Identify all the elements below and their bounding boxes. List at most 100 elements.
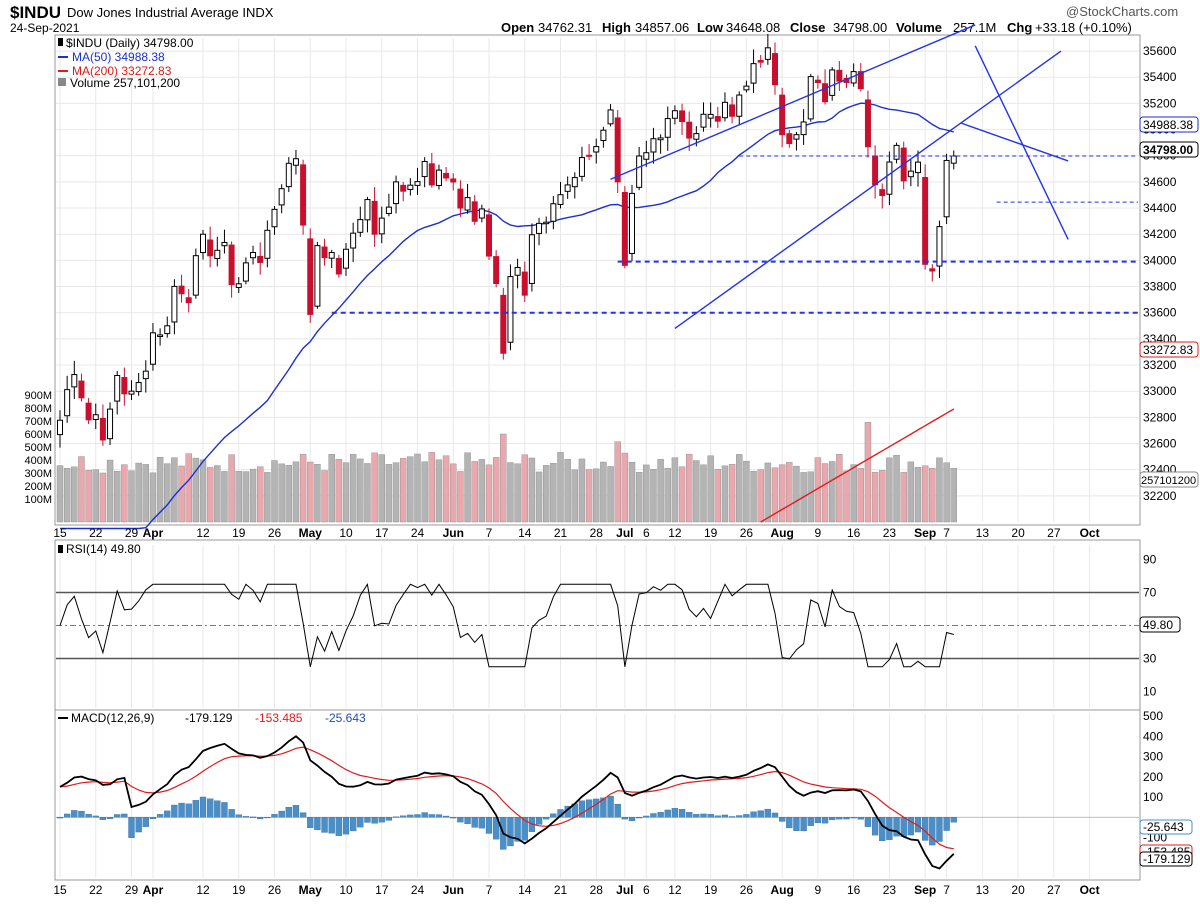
macd-histogram-bar — [307, 817, 314, 828]
date-tick-label: 19 — [232, 526, 246, 540]
candle-body — [149, 332, 156, 365]
volume-bar — [757, 469, 764, 523]
ma200-tag-text: 33272.83 — [1143, 343, 1193, 357]
macd-histogram-bar — [364, 817, 371, 823]
volume-bar — [242, 471, 250, 523]
volume-bar — [149, 472, 157, 523]
date-tick-label-bottom: 19 — [704, 883, 718, 897]
date-tick-label-bottom: Oct — [1080, 883, 1100, 897]
volume-bar — [564, 459, 571, 523]
candle-body — [493, 256, 500, 285]
volume-bar — [435, 459, 443, 523]
volume-tick-label: 400M — [24, 455, 52, 467]
candle-body — [385, 206, 392, 214]
date-tick-label: 14 — [518, 526, 532, 540]
macd-histogram-bar — [728, 816, 736, 818]
candle-body — [779, 94, 786, 136]
macd-histogram-bar — [278, 810, 285, 818]
volume-bar — [571, 469, 578, 523]
macd-histogram-bar — [578, 800, 586, 818]
macd-legend: MACD(12,26,9) -179.129 -153.485 -25.643 … — [58, 711, 1193, 867]
volume-bar — [228, 454, 235, 523]
macd-histogram-bar — [149, 817, 157, 820]
candle-body — [328, 252, 335, 259]
candlesticks — [57, 34, 957, 448]
legend-ma200: MA(200) 33272.83 — [72, 64, 172, 78]
date-tick-label-bottom: 6 — [643, 883, 650, 897]
date-tick-label: 24 — [411, 526, 425, 540]
candle-body — [721, 101, 728, 119]
macd-histogram-bar — [235, 814, 242, 818]
macd-histogram-bar — [607, 795, 614, 818]
macd-histogram-bar — [879, 817, 886, 842]
macd-histogram-bar — [285, 806, 292, 818]
symbol-title: $INDU — [10, 3, 61, 22]
rsi-legend-icon — [58, 545, 63, 553]
candle-body — [457, 188, 464, 209]
volume-bar — [621, 452, 629, 523]
macd-histogram-bar — [850, 817, 857, 819]
volume-bar — [614, 441, 621, 523]
macd-histogram-bar — [693, 814, 700, 818]
volume-bar — [71, 466, 78, 523]
candle-body — [500, 294, 507, 354]
candle-body — [71, 374, 78, 388]
date-tick-label: 7 — [486, 526, 493, 540]
candle-body — [607, 109, 614, 125]
candle-body — [879, 189, 886, 196]
macd-histogram-bar — [71, 810, 78, 818]
candle-body — [192, 255, 199, 296]
volume-bar — [63, 468, 71, 523]
macd-last: -179.129 — [185, 711, 233, 725]
volume-legend-icon — [58, 78, 66, 86]
macd-histogram-bar — [871, 817, 879, 836]
volume-bar — [199, 459, 207, 523]
candle-body — [428, 163, 435, 186]
candle-body — [407, 184, 414, 190]
candle-body — [943, 159, 950, 218]
macd-tag — [1139, 851, 1193, 867]
ma200-line — [760, 408, 955, 523]
candle-body — [78, 380, 85, 399]
date-tick-label-bottom: Sep — [914, 883, 936, 897]
legend-volume: Volume 257,101,200 — [70, 76, 180, 90]
price-legend: $INDU (Daily) 34798.00 MA(50) 34988.38 M… — [58, 36, 194, 90]
volume-bar — [535, 471, 543, 523]
volume-bar — [857, 468, 864, 523]
volume-bar — [121, 464, 128, 523]
candle-body — [864, 99, 871, 148]
volume-bar — [678, 466, 686, 523]
volume-tick-label: 800M — [24, 403, 52, 415]
macd-histogram-bar — [600, 797, 607, 818]
macd-histogram-bar — [128, 817, 135, 838]
price-tick-label: 33800 — [1143, 280, 1177, 294]
macd-histogram-bar — [371, 817, 378, 824]
date-tick-label-bottom: Aug — [770, 883, 793, 897]
candle-body — [814, 79, 821, 83]
macd-histogram-bar — [349, 817, 357, 832]
volume-bar — [128, 470, 135, 523]
date-tick-label: May — [299, 526, 323, 540]
price-tags: 34988.38 34798.00 33272.83 257101200 — [1139, 116, 1199, 488]
volume-bar — [185, 453, 192, 523]
macd-histogram-bar — [106, 817, 114, 819]
volume-bar — [671, 457, 679, 523]
candle-body — [536, 222, 543, 234]
volume-bar — [807, 471, 814, 523]
volume-bar — [428, 452, 435, 523]
candle-body — [64, 389, 71, 417]
volume-bar — [521, 454, 528, 523]
price-tick-label: 35600 — [1143, 44, 1177, 58]
rsi-tick-label: 30 — [1143, 652, 1157, 666]
macd-histogram-bar — [700, 813, 707, 818]
candle-body — [686, 121, 693, 139]
macd-panel-frame — [54, 709, 1141, 881]
volume-bar — [464, 452, 471, 523]
date-tick-label: Apr — [143, 526, 164, 540]
candle-body — [507, 276, 514, 343]
volume-bar — [292, 461, 300, 523]
macd-histogram-bar — [400, 815, 407, 818]
volume-bar — [385, 464, 393, 523]
date-tick-label-bottom: Apr — [143, 883, 164, 897]
